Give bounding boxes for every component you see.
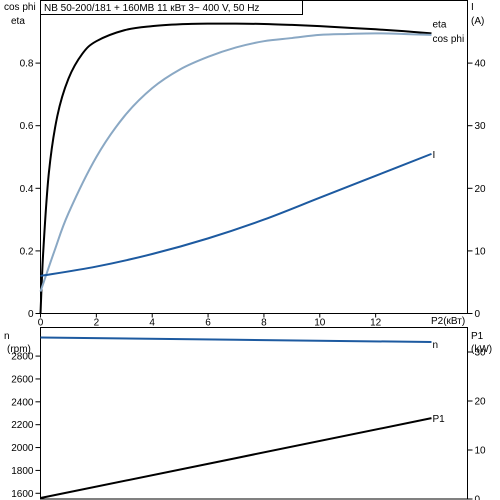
left-tick-label-0-1: 0.2: [20, 246, 34, 257]
x-tick-label-6: 12: [370, 318, 382, 329]
right-tick-label-0-2: 20: [475, 184, 487, 195]
x-tick-label-0: 0: [38, 318, 44, 329]
left-tick-label-1-5: 2600: [11, 374, 34, 385]
right-tick-label-1-0: 0: [475, 495, 481, 500]
x-tick-label-1: 2: [94, 318, 100, 329]
plot-frame-0: [40, 0, 468, 314]
series-label-i: I: [433, 150, 436, 161]
bottom-right-axis-label-1: P1: [471, 331, 484, 342]
bottom-left-axis-label-2: (rpm): [7, 344, 31, 355]
chart-title: NB 50-200/181 + 160MB 11 кВт 3~ 400 V, 5…: [44, 3, 259, 14]
top-right-axis-label-2: (A): [471, 16, 484, 27]
plot-layer: 0 0.2 0.4 0.6 0.8 0 10 20 30 40 0 2 4 6 8 10 12 eta cos ph…: [11, 0, 487, 500]
x-tick-label-3: 6: [205, 318, 211, 329]
series-line-cos-phi: [39, 32, 432, 292]
series-line-eta: [39, 22, 432, 314]
series-label-cos-phi: cos phi: [433, 34, 465, 45]
top-left-axis-label-2: eta: [11, 16, 25, 27]
right-tick-label-1-3: 30: [475, 348, 487, 359]
bottom-right-axis-label-2: (kW): [471, 344, 492, 355]
top-right-axis-label-1: I: [471, 2, 474, 13]
right-tick-label-0-1: 10: [475, 246, 487, 257]
left-tick-label-0-2: 0.4: [20, 184, 34, 195]
series-line-n: [40, 336, 432, 344]
series-line-i: [40, 152, 432, 277]
x-axis-label: P2(кВт): [431, 316, 465, 327]
right-tick-label-0-4: 40: [475, 59, 487, 70]
series-label-n: n: [433, 340, 439, 351]
x-tick-label-5: 10: [314, 318, 326, 329]
left-tick-label-1-2: 2000: [11, 443, 34, 454]
left-tick-label-0-0: 0: [28, 309, 34, 320]
right-tick-label-0-0: 0: [475, 309, 481, 320]
series-label-eta: eta: [433, 19, 447, 30]
left-tick-label-1-1: 1800: [11, 466, 34, 477]
left-tick-label-1-0: 1600: [11, 489, 34, 500]
left-tick-label-1-3: 2200: [11, 420, 34, 431]
left-tick-label-0-4: 0.8: [20, 59, 34, 70]
plot-frame-1: [40, 327, 468, 500]
left-tick-label-1-6: 2800: [11, 352, 34, 363]
series-line-p1: [40, 417, 432, 499]
right-tick-label-1-1: 10: [475, 446, 487, 457]
x-tick-label-2: 4: [149, 318, 155, 329]
top-left-axis-label-1: cos phi: [4, 2, 36, 13]
right-tick-label-0-3: 30: [475, 121, 487, 132]
left-tick-label-1-4: 2400: [11, 397, 34, 408]
bottom-left-axis-label-1: n: [4, 331, 10, 342]
right-tick-label-1-2: 20: [475, 397, 487, 408]
left-tick-label-0-3: 0.6: [20, 121, 34, 132]
series-label-p1: P1: [433, 414, 446, 425]
x-tick-label-4: 8: [261, 318, 267, 329]
